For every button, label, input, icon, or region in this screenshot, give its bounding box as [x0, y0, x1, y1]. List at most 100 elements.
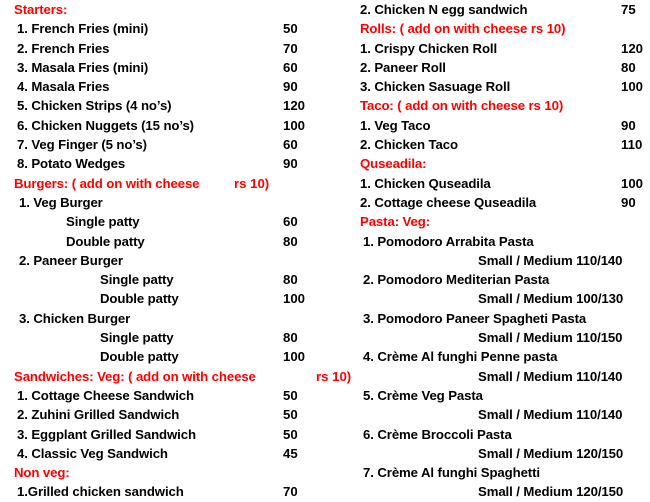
menu-item-price: 70	[283, 40, 298, 56]
menu-item-price: 100	[283, 117, 306, 133]
menu-section-title: Pasta: Veg:	[360, 214, 430, 230]
menu-item-row: 5. Crème Veg Pasta	[325, 386, 650, 405]
menu-item-name: 5. Crème Veg Pasta	[363, 387, 483, 403]
menu-item-name: 5. Chicken Strips (4 no’s)	[17, 98, 172, 114]
menu-item-row: Small / Medium 120/150	[325, 444, 650, 463]
menu-item-name: 4. Classic Veg Sandwich	[17, 445, 168, 461]
menu-item-name: 2. Pomodoro Mediterian Pasta	[363, 272, 550, 288]
menu-item-row: 3. Masala Fries (mini) 60	[0, 58, 325, 77]
menu-section-header-row: Quseadila:	[325, 154, 650, 173]
menu-section-title: Non veg:	[14, 465, 70, 481]
menu-item-price: 100	[621, 175, 644, 191]
menu-item-price: 100	[621, 79, 644, 95]
menu-section-title: Starters:	[14, 2, 68, 17]
menu-item-row: 2. Cottage cheese Quseadila 90	[325, 193, 650, 212]
menu-item-price: 50	[283, 387, 298, 403]
menu-item-name: 1. Veg Burger	[19, 194, 103, 210]
menu-section-header-row: Burgers: ( add on with cheese rs 10)	[0, 174, 325, 193]
menu-column-right: 2. Chicken N egg sandwich 75 Rolls: ( add …	[325, 0, 650, 499]
menu-item-name: Small / Medium 110/140	[478, 252, 623, 268]
menu-item-name: 2. Zuhini Grilled Sandwich	[17, 407, 180, 423]
menu-item-row: Small / Medium 120/150	[325, 482, 650, 501]
menu-item-name: Small / Medium 120/150	[478, 445, 624, 461]
menu-item-price: 90	[621, 194, 636, 210]
menu-item-row: Small / Medium 110/140	[325, 405, 650, 424]
menu-item-name: 4. Masala Fries	[17, 79, 110, 95]
menu-section-header-row: Taco: ( add on with cheese rs 10)	[325, 96, 650, 115]
menu-item-name: 6. Crème Broccoli Pasta	[363, 426, 512, 442]
menu-section-header-row: Starters:	[0, 0, 325, 19]
menu-item-name: 7. Crème Al funghi Spaghetti	[363, 465, 540, 481]
menu-item-name: 7. Veg Finger (5 no’s)	[17, 137, 147, 153]
menu-item-price: 110	[621, 137, 643, 153]
menu-item-name: 4. Crème Al funghi Penne pasta	[363, 349, 558, 365]
menu-item-row: 1. Pomodoro Arrabita Pasta	[325, 232, 650, 251]
menu-item-row: 4. Classic Veg Sandwich 45	[0, 444, 325, 463]
menu-item-name: 2. Cottage cheese Quseadila	[360, 194, 537, 210]
menu-section-title: Burgers: ( add on with cheese	[14, 175, 200, 191]
menu-item-row: Double patty 80	[0, 232, 325, 251]
menu-item-price: 60	[283, 214, 298, 230]
menu-item-name: Double patty	[100, 291, 179, 307]
menu-item-name: 6. Chicken Nuggets (15 no’s)	[17, 117, 194, 133]
menu-item-row: 3. Chicken Sasuage Roll 100	[325, 77, 650, 96]
menu-item-name: 2. Paneer Roll	[360, 59, 446, 75]
menu-item-row: Small / Medium 100/130	[325, 289, 650, 308]
menu-item-row: 2. Paneer Roll 80	[325, 58, 650, 77]
menu-item-price: 120	[283, 98, 306, 114]
menu-section-title-tail: rs 10)	[316, 368, 352, 384]
menu-section-title-tail: rs 10)	[234, 175, 270, 191]
menu-item-name: 1. Cottage Cheese Sandwich	[17, 387, 194, 403]
menu-item-name: Single patty	[100, 272, 174, 288]
menu-item-name: 3. Pomodoro Paneer Spagheti Pasta	[363, 310, 587, 326]
menu-item-row: Single patty 80	[0, 328, 325, 347]
menu-item-name: 2. French Fries	[17, 40, 110, 56]
menu-item-price: 50	[283, 21, 298, 37]
menu-item-price: 75	[621, 2, 636, 17]
menu-item-row: 3. Eggplant Grilled Sandwich 50	[0, 425, 325, 444]
menu-item-price: 45	[283, 445, 298, 461]
menu-item-row: Single patty 60	[0, 212, 325, 231]
menu-item-price: 90	[283, 156, 298, 172]
menu-item-name: 1. Veg Taco	[360, 117, 431, 133]
menu-item-name: Double patty	[100, 349, 179, 365]
menu-item-row: 2. French Fries 70	[0, 39, 325, 58]
menu-item-name: Double patty	[66, 233, 145, 249]
menu-item-row: 2. Pomodoro Mediterian Pasta	[325, 270, 650, 289]
menu-item-row: 3. Chicken Burger	[0, 309, 325, 328]
menu-item-row: 1. Cottage Cheese Sandwich 50	[0, 386, 325, 405]
menu-section-header-row: Rolls: ( add on with cheese rs 10)	[325, 19, 650, 38]
menu-item-price: 80	[283, 330, 298, 346]
menu-item-row: 8. Potato Wedges 90	[0, 154, 325, 173]
menu-item-price: 80	[621, 59, 636, 75]
menu-item-row: 7. Crème Al funghi Spaghetti	[325, 463, 650, 482]
menu-item-price: 120	[621, 40, 644, 56]
menu-item-name: Single patty	[66, 214, 140, 230]
menu-item-price: 90	[621, 117, 636, 133]
menu-item-name: Small / Medium 120/150	[478, 484, 624, 500]
menu-section-title: Sandwiches: Veg: ( add on with cheese	[14, 368, 256, 384]
menu-item-name: 2. Chicken N egg sandwich	[360, 2, 528, 17]
menu-item-name: 2. Paneer Burger	[19, 252, 123, 268]
menu-item-row: Small / Medium 110/140	[325, 367, 650, 386]
menu-column-left: Starters: 1. French Fries (mini) 50 2. Fren…	[0, 0, 351, 499]
menu-item-price: 70	[283, 484, 298, 500]
menu-item-row: 4. Masala Fries 90	[0, 77, 325, 96]
menu-item-name: Single patty	[100, 330, 174, 346]
menu-item-name: 2. Chicken Taco	[360, 137, 458, 153]
menu-item-row: Small / Medium 110/140	[325, 251, 650, 270]
menu-item-row: 1. Veg Taco 90	[325, 116, 650, 135]
menu-item-name: 3. Masala Fries (mini)	[17, 59, 149, 75]
menu-item-row: 1. Crispy Chicken Roll 120	[325, 39, 650, 58]
menu-item-row: 2. Paneer Burger	[0, 251, 325, 270]
menu-item-name: 3. Chicken Burger	[19, 310, 131, 326]
menu-item-row: 1. Chicken Quseadila 100	[325, 174, 650, 193]
menu-item-row: 6. Chicken Nuggets (15 no’s) 100	[0, 116, 325, 135]
menu-item-price: 60	[283, 137, 298, 153]
menu-item-price: 80	[283, 233, 298, 249]
menu-item-name: Small / Medium 110/150	[478, 330, 623, 346]
menu-section-header-row: Non veg:	[0, 463, 325, 482]
menu-item-row: Double patty 100	[0, 347, 325, 366]
menu-item-row: 1. Veg Burger	[0, 193, 325, 212]
